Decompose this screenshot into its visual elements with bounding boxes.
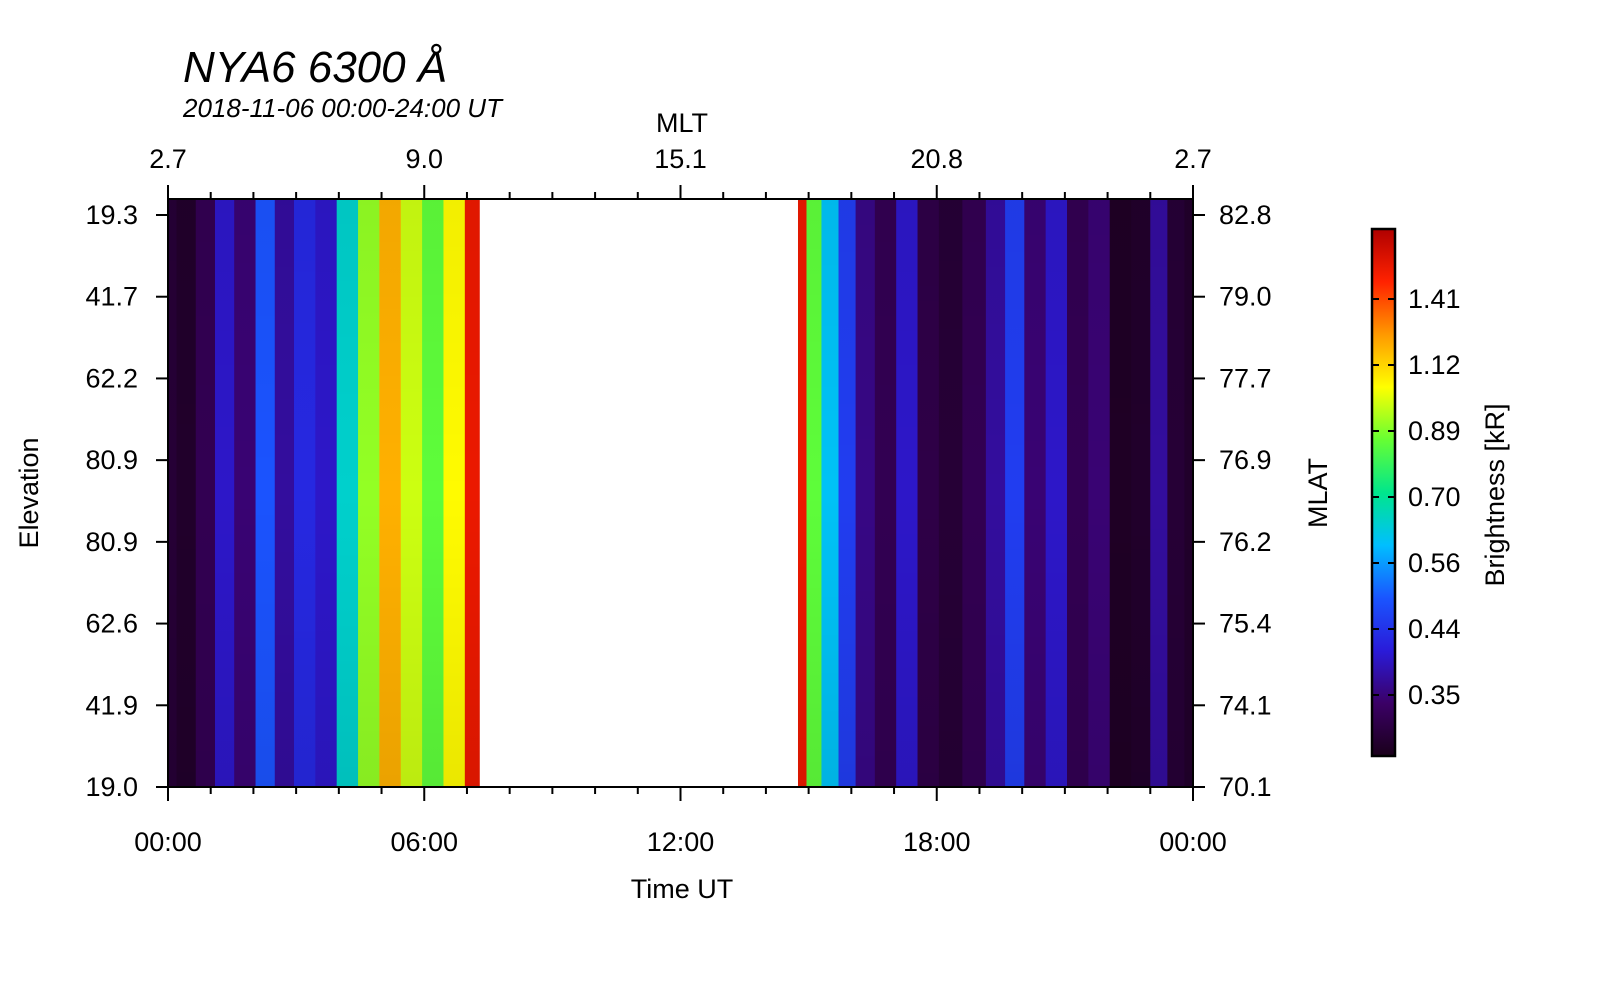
y-left-axis-label: Elevation: [14, 437, 44, 548]
y-right-axis-label: MLAT: [1303, 458, 1333, 528]
mlat-tick-label: 70.1: [1219, 772, 1272, 802]
colorbar-tick-label: 1.12: [1408, 350, 1461, 380]
colorbar-tick-label: 0.56: [1408, 548, 1461, 578]
mlt-tick-label: 20.8: [910, 144, 963, 174]
mlt-tick-label: 9.0: [405, 144, 443, 174]
mlat-tick-label: 82.8: [1219, 200, 1272, 230]
x-top-axis-label: MLT: [656, 108, 708, 138]
x-tick-label: 12:00: [647, 827, 715, 857]
elevation-tick-label: 80.9: [85, 527, 138, 557]
mlt-tick-label: 15.1: [654, 144, 707, 174]
mlat-tick-label: 76.9: [1219, 445, 1272, 475]
x-tick-label: 18:00: [903, 827, 971, 857]
data-gap: [479, 199, 798, 787]
elevation-tick-label: 41.7: [85, 282, 138, 312]
colorbar-tick-label: 0.89: [1408, 416, 1461, 446]
colorbar-tick-label: 0.70: [1408, 482, 1461, 512]
elevation-tick-label: 80.9: [85, 445, 138, 475]
mlat-tick-label: 79.0: [1219, 282, 1272, 312]
x-axis-label: Time UT: [631, 874, 734, 904]
colorbar-tick-label: 0.35: [1408, 680, 1461, 710]
chart-subtitle: 2018-11-06 00:00-24:00 UT: [183, 93, 502, 123]
x-tick-label: 00:00: [134, 827, 202, 857]
elevation-tick-label: 19.3: [85, 200, 138, 230]
mlat-tick-label: 74.1: [1219, 690, 1272, 720]
elevation-tick-label: 62.2: [85, 363, 138, 393]
mlt-tick-label: 2.7: [1174, 144, 1212, 174]
mlat-tick-label: 77.7: [1219, 363, 1272, 393]
elevation-tick-label: 62.6: [85, 609, 138, 639]
mlat-tick-label: 75.4: [1219, 609, 1272, 639]
colorbar-tick-label: 1.41: [1408, 284, 1461, 314]
elevation-tick-label: 41.9: [85, 690, 138, 720]
chart-title: NYA6 6300 Å: [183, 43, 448, 92]
keogram-axes: 00:00 06:00 12:00 18:00 00:00 2.7 9.0 15.1 20.8 2…: [85, 144, 1271, 857]
x-tick-label: 00:00: [1159, 827, 1227, 857]
colorbar: 1.41 1.12 0.89 0.70 0.56 0.44 0.35: [1370, 227, 1461, 758]
elevation-tick-label: 19.0: [85, 772, 138, 802]
keogram-plot: [168, 199, 1193, 787]
colorbar-tick-label: 0.44: [1408, 614, 1461, 644]
mlt-tick-label: 2.7: [149, 144, 187, 174]
mlat-tick-label: 76.2: [1219, 527, 1272, 557]
colorbar-scale: [1370, 227, 1397, 758]
colorbar-label: Brightness [kR]: [1480, 403, 1510, 586]
x-tick-label: 06:00: [390, 827, 458, 857]
